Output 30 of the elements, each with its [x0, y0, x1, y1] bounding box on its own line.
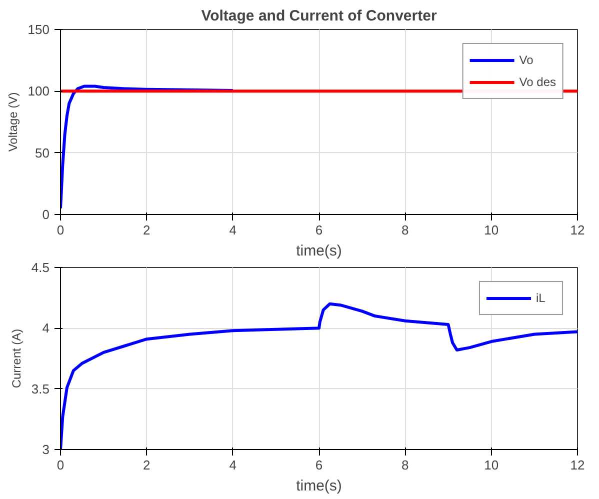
x-tick-label: 0 — [56, 458, 64, 472]
legend-label: Vo des — [519, 75, 556, 89]
legend-label: Vo — [519, 53, 534, 67]
legend-label: iL — [536, 291, 546, 305]
y-tick-label: 150 — [28, 22, 50, 37]
x-tick-label: 10 — [484, 222, 499, 238]
chart-title: Voltage and Current of Converter — [201, 8, 437, 24]
x-tick-label: 4 — [229, 458, 236, 472]
x-tick-label: 4 — [229, 222, 236, 238]
y-axis-title: Current (A) — [9, 328, 24, 388]
y-tick-label: 4 — [42, 320, 50, 336]
x-tick-label: 6 — [315, 458, 323, 472]
x-tick-label: 8 — [402, 458, 409, 472]
x-axis-title: time(s) — [296, 478, 342, 494]
y-tick-label: 3.5 — [31, 381, 50, 396]
x-tick-label: 10 — [484, 458, 499, 472]
x-tick-label: 12 — [570, 458, 585, 472]
y-tick-label: 0 — [42, 207, 50, 222]
y-tick-label: 4.5 — [31, 260, 50, 275]
x-tick-label: 2 — [143, 458, 150, 472]
y-axis-title: Voltage (V) — [6, 92, 20, 152]
x-tick-label: 0 — [56, 222, 64, 238]
x-tick-label: 8 — [402, 222, 409, 238]
y-tick-label: 100 — [28, 84, 50, 99]
x-tick-label: 2 — [143, 222, 150, 238]
y-tick-label: 50 — [35, 145, 50, 160]
x-tick-label: 12 — [570, 222, 585, 238]
y-tick-label: 3 — [42, 442, 50, 457]
x-axis-title: time(s) — [296, 242, 342, 260]
x-tick-label: 6 — [315, 222, 323, 238]
